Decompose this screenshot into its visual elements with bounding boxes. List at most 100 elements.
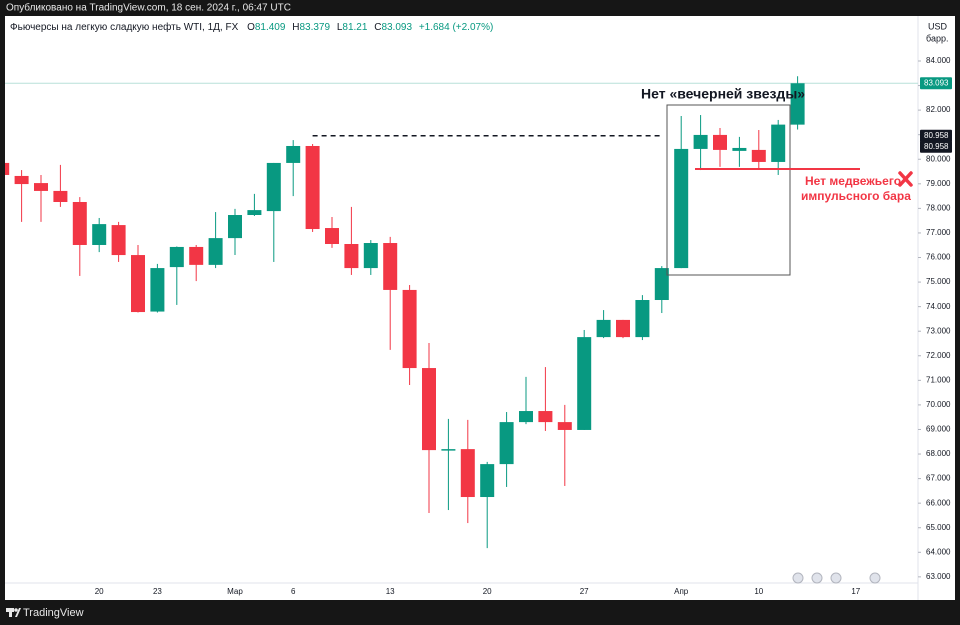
ohlc-letter: O [247, 22, 255, 33]
price-label-bg [920, 140, 952, 153]
published: Опубликовано на TradingView.com, 18 сен.… [6, 2, 291, 14]
price-label: 83.093 [924, 78, 949, 87]
x-tick-label: 6 [291, 587, 296, 596]
price-label-bg [920, 129, 952, 142]
candle-body [72, 201, 87, 245]
y-tick-label: 79.000 [926, 179, 951, 188]
candle-body [519, 411, 533, 423]
y-tick-label: 68.000 [926, 449, 951, 458]
brand: TradingView [23, 607, 84, 619]
candle-body [693, 134, 708, 149]
y-tick-label: 71.000 [926, 375, 951, 384]
candle-body [577, 337, 592, 430]
currency: USD [928, 21, 948, 31]
candle-body [751, 149, 766, 162]
ohlc-letter: C [374, 22, 381, 33]
candle-body [460, 449, 475, 498]
chart-background [5, 16, 955, 600]
candle-body [713, 134, 727, 150]
candle-body [674, 148, 689, 269]
x-tick-label: 20 [95, 587, 104, 596]
candle-body [247, 210, 262, 216]
x-tick-label: 13 [386, 587, 395, 596]
candle-body [635, 300, 650, 338]
y-tick-label: 80.000 [926, 154, 951, 163]
candle-body [325, 228, 339, 244]
price-label: 80.958 [924, 131, 949, 140]
candle-body [34, 183, 48, 191]
candle-body [499, 422, 514, 465]
y-tick-label: 77.000 [926, 228, 951, 237]
y-tick-label: 74.000 [926, 302, 951, 311]
price-label: 80.958 [924, 142, 949, 151]
unit: барр. [926, 33, 948, 43]
candle-body [169, 246, 184, 268]
header: Фьючерсы на легкую сладкую нефть WTI, 1Д… [10, 21, 493, 33]
x-tick-label: 17 [851, 587, 860, 596]
y-tick-label: 70.000 [926, 400, 951, 409]
y-tick-label: 78.000 [926, 203, 951, 212]
y-tick-label: 84.000 [926, 56, 951, 65]
y-tick-label: 75.000 [926, 277, 951, 286]
cross-icon [898, 171, 913, 187]
x-tick-label: 27 [580, 587, 589, 596]
candle-body [208, 238, 223, 265]
x-tick-label: 10 [754, 587, 763, 596]
annotation-box [666, 104, 791, 276]
candle-body [305, 145, 320, 230]
candle-body [131, 255, 145, 313]
ohlc-value: 83.379 [299, 22, 330, 33]
candle-body [53, 190, 68, 202]
x-tick-label: Апр [674, 587, 689, 596]
candle-body [92, 224, 107, 245]
y-tick-label: 73.000 [926, 326, 951, 335]
ohlc-value: 83.093 [381, 22, 412, 33]
candle-body [538, 411, 553, 423]
change: +1.684 (+2.07%) [419, 22, 494, 33]
candle-body [363, 243, 378, 269]
candle-body [422, 368, 436, 451]
annotation: Нет «вечерней звезды» [641, 86, 805, 102]
price-label-bg [920, 77, 952, 90]
candle-body [266, 162, 281, 212]
candle-body [441, 449, 456, 451]
x-tick-label: 20 [483, 587, 492, 596]
candle-body [344, 244, 359, 269]
candle-body [790, 83, 805, 125]
annotation: импульсного бара [801, 189, 911, 203]
candle-body [771, 124, 786, 162]
ohlc-value: 81.409 [255, 22, 286, 33]
y-tick-label: 72.000 [926, 351, 951, 360]
candle-body [5, 162, 10, 175]
event-flags [792, 572, 881, 584]
y-tick-label: 63.000 [926, 572, 951, 581]
x-tick-label: 23 [153, 587, 162, 596]
logo [6, 608, 21, 617]
candle-body [189, 246, 204, 265]
x-tick-label: Мар [227, 587, 243, 596]
candle-body [150, 268, 165, 312]
plot [5, 76, 918, 549]
candle-body [557, 422, 572, 430]
candle-body [14, 175, 29, 185]
y-tick-label: 69.000 [926, 425, 951, 434]
y-tick-label: 66.000 [926, 498, 951, 507]
y-tick-label: 76.000 [926, 253, 951, 262]
candle-body [596, 319, 611, 338]
candle-body [732, 147, 747, 151]
annotation: Нет медвежьего [805, 174, 901, 188]
candle-body [111, 225, 126, 256]
candle-body [286, 145, 301, 163]
ohlc-value: 81.21 [342, 22, 367, 33]
candle-body [616, 319, 630, 338]
candle-body [654, 268, 669, 301]
y-tick-label: 82.000 [926, 105, 951, 114]
symbol-title: Фьючерсы на легкую сладкую нефть WTI, 1Д… [10, 21, 239, 33]
ohlc-letter: L [337, 22, 343, 33]
candle-body [402, 289, 417, 369]
ohlc-letter: H [292, 22, 299, 33]
y-tick-label: 67.000 [926, 474, 951, 483]
y-tick-label: 64.000 [926, 547, 951, 556]
candle-body [383, 243, 398, 290]
